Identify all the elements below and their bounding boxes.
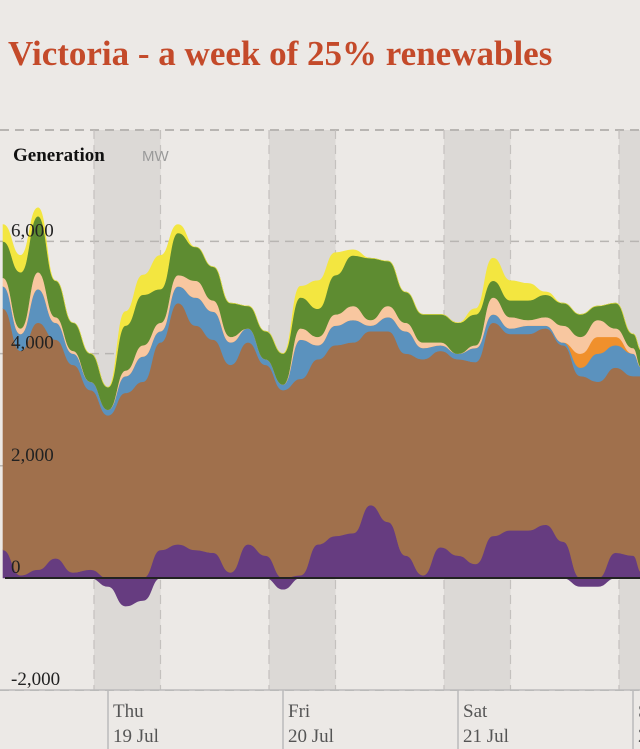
unit-label: MW	[142, 148, 169, 165]
x-tick-day: Fri	[288, 701, 310, 722]
panel-label: Generation	[13, 145, 105, 166]
y-tick-label: -2,000	[11, 669, 60, 690]
x-tick-date: 20 Jul	[288, 726, 334, 747]
chart-title: Victoria - a week of 25% renewables	[8, 34, 553, 73]
y-tick-label: 6,000	[11, 220, 54, 241]
x-tick-date: 19 Jul	[113, 726, 159, 747]
y-tick-label: 4,000	[11, 333, 54, 354]
y-tick-label: 2,000	[11, 445, 54, 466]
x-tick-date: 21 Jul	[463, 726, 509, 747]
x-tick-date: 2	[638, 726, 640, 747]
x-tick-day: S	[638, 701, 640, 722]
x-tick-day: Thu	[113, 701, 144, 722]
generation-areas	[2, 207, 640, 607]
y-axis-ticks: -2,000 0 2,000 4,000 6,000	[11, 220, 60, 690]
series-area-7	[2, 207, 640, 388]
axes	[0, 577, 640, 691]
series-area-5	[2, 271, 640, 411]
y-tick-label: 0	[11, 557, 21, 578]
x-tick-day: Sat	[463, 701, 488, 722]
x-axis-ticks: Thu 19 Jul Fri 20 Jul Sat 21 Jul S 2	[107, 690, 640, 749]
